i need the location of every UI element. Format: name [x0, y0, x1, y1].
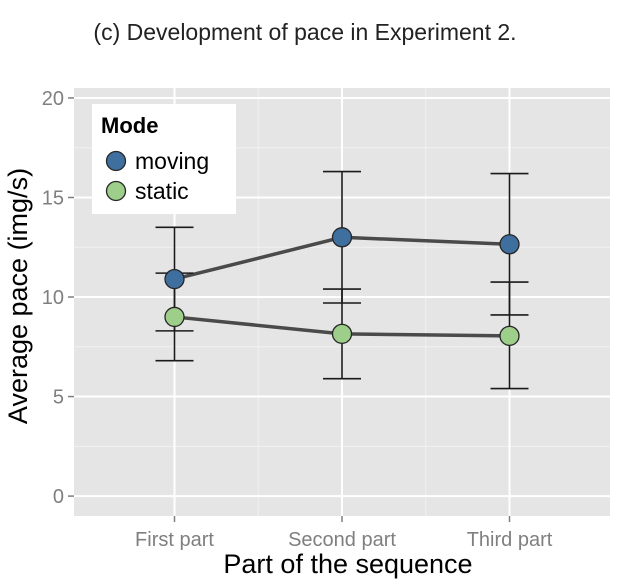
y-tick-label: 15: [42, 187, 64, 209]
x-tick-label: Third part: [467, 529, 553, 551]
legend: Mode moving static: [92, 104, 236, 214]
y-tick-label: 20: [42, 88, 64, 110]
y-tick-label: 0: [53, 486, 64, 508]
series-layer: [155, 170, 529, 390]
legend-label-static: static: [135, 178, 189, 204]
x-axis-label: Part of the sequence: [223, 549, 472, 579]
data-point-moving: [331, 227, 353, 248]
chart-title: (c) Development of pace in Experiment 2.: [93, 19, 516, 45]
axis-layer: 0 5 10 15 20 First part Second part Third part: [42, 88, 553, 551]
y-tick-label: 10: [42, 287, 64, 309]
x-tick-label: First part: [135, 529, 214, 551]
legend-title: Mode: [101, 113, 158, 138]
data-point-moving: [164, 268, 185, 290]
x-tick-label: Second part: [288, 529, 396, 551]
legend-entries: moving static: [105, 148, 209, 204]
data-point-static: [331, 323, 353, 345]
legend-key-static: [105, 180, 127, 202]
data-point-static: [164, 306, 185, 328]
legend-label-moving: moving: [135, 148, 209, 174]
y-axis-label: Average pace (img/s): [3, 168, 33, 424]
legend-key-moving: [105, 150, 127, 172]
y-tick-label: 5: [53, 387, 64, 409]
data-point-static: [499, 325, 520, 346]
data-point-moving: [499, 234, 520, 255]
